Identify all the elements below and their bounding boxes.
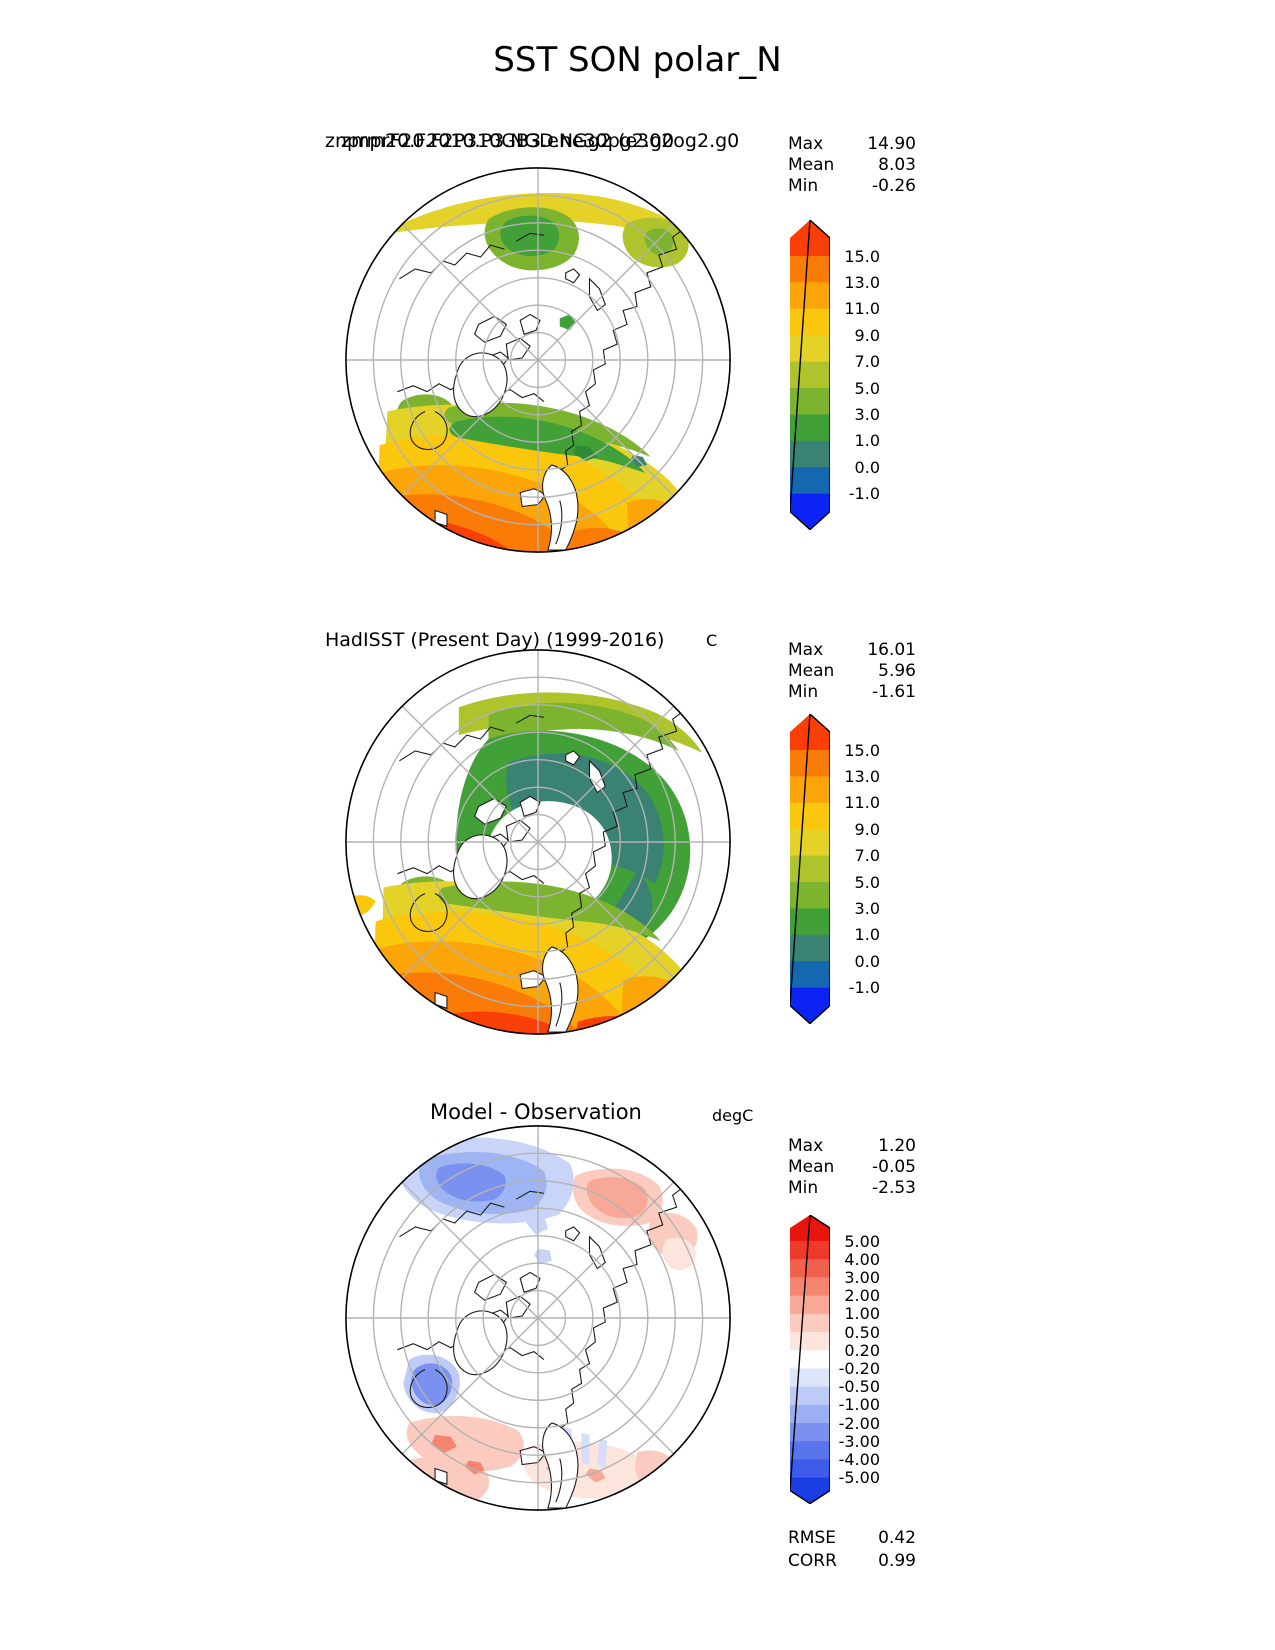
colorbar-tick-label: 0.20 bbox=[844, 1340, 880, 1360]
stat-label: Mean bbox=[788, 661, 835, 681]
difference-colorbar: 5.00 4.00 3.00 2.00 1.00 0.50 0.20 -0.20 -0.50 -1… bbox=[789, 1213, 880, 1508]
colorbar-tick-label: -1.0 bbox=[848, 978, 880, 998]
model-colorbar: 15.0 13.0 11.0 9.0 7.0 5.0 3.0 1.0 0.0 -1.0 bbox=[789, 218, 880, 534]
colorbar-gradient bbox=[789, 1213, 831, 1505]
observation-map-boundary bbox=[345, 649, 731, 1035]
colorbar-tick-label: 3.0 bbox=[854, 404, 880, 424]
stat-value: -2.53 bbox=[872, 1178, 916, 1198]
colorbar-tick-label: 11.0 bbox=[844, 299, 880, 319]
colorbar-tick-label: 3.0 bbox=[854, 898, 880, 918]
metric-label: CORR bbox=[788, 1551, 837, 1571]
colorbar-tick-label: 0.0 bbox=[854, 951, 880, 971]
observation-graticule bbox=[345, 649, 731, 1035]
colorbar-tick-label: 5.0 bbox=[854, 872, 880, 892]
model-map-boundary bbox=[345, 167, 731, 553]
stat-value: 5.96 bbox=[878, 661, 916, 681]
colorbar-tick-label: 4.00 bbox=[844, 1249, 880, 1269]
stat-label: Mean bbox=[788, 155, 835, 175]
metric-value: 0.42 bbox=[878, 1528, 916, 1548]
colorbar-tick-label: 7.0 bbox=[854, 846, 880, 866]
metric-label: RMSE bbox=[788, 1528, 837, 1548]
colorbar-tick-label: -1.0 bbox=[848, 484, 880, 504]
difference-map-boundary bbox=[345, 1125, 731, 1511]
observation-colorbar: 15.0 13.0 11.0 9.0 7.0 5.0 3.0 1.0 0.0 -1.0 bbox=[789, 712, 880, 1028]
observation-polar-map bbox=[345, 649, 731, 1035]
stat-row-min: Min -2.53 bbox=[788, 1178, 916, 1199]
stat-label: Max bbox=[788, 1136, 824, 1156]
colorbar-tick-label: -3.00 bbox=[838, 1431, 880, 1451]
colorbar-tick-label: 13.0 bbox=[844, 766, 880, 786]
observation-title: HadISST (Present Day) (1999-2016) bbox=[325, 629, 665, 651]
stat-value: -1.61 bbox=[872, 682, 916, 702]
stat-label: Mean bbox=[788, 1157, 835, 1177]
colorbar-gradient bbox=[789, 712, 831, 1025]
colorbar-tick-label: 9.0 bbox=[854, 819, 880, 839]
difference-title: Model - Observation bbox=[430, 1100, 642, 1124]
colorbar-tick-label: 1.0 bbox=[854, 431, 880, 451]
model-title-layer-1: znprm20.F2010.P3.NGD.ne30pg2.g0 bbox=[325, 130, 675, 152]
colorbar-tick-label: 1.00 bbox=[844, 1304, 880, 1324]
colorbar-tick-label: 7.0 bbox=[854, 352, 880, 372]
colorbar-tick-label: -4.00 bbox=[838, 1449, 880, 1469]
stat-row-mean: Mean -0.05 bbox=[788, 1157, 916, 1178]
difference-polar-map bbox=[345, 1125, 731, 1511]
colorbar-tick-label: 11.0 bbox=[844, 793, 880, 813]
observation-units: C bbox=[706, 631, 718, 650]
colorbar-tick-label: 0.50 bbox=[844, 1322, 880, 1342]
stat-value: 16.01 bbox=[867, 640, 916, 660]
stat-label: Max bbox=[788, 640, 824, 660]
stat-label: Min bbox=[788, 176, 819, 196]
colorbar-tick-label: 9.0 bbox=[854, 325, 880, 345]
colorbar-tick-label: -1.00 bbox=[838, 1395, 880, 1415]
colorbar-tick-label: 5.00 bbox=[844, 1231, 880, 1251]
metric-value: 0.99 bbox=[878, 1551, 916, 1571]
metric-row-corr: CORR 0.99 bbox=[788, 1550, 916, 1573]
stat-row-min: Min -1.61 bbox=[788, 682, 916, 703]
colorbar-tick-label: -5.00 bbox=[838, 1468, 880, 1488]
difference-graticule bbox=[345, 1125, 731, 1511]
colorbar-tick-label: 3.00 bbox=[844, 1267, 880, 1287]
colorbar-tick-label: 13.0 bbox=[844, 272, 880, 292]
colorbar-tick-label: 15.0 bbox=[844, 246, 880, 266]
observation-stats: Max 16.01 Mean 5.96 Min -1.61 bbox=[788, 640, 916, 703]
figure-title: SST SON polar_N bbox=[493, 40, 782, 80]
model-stats: Max 14.90 Mean 8.03 Min -0.26 bbox=[788, 134, 916, 197]
stat-row-max: Max 14.90 bbox=[788, 134, 916, 155]
stat-row-max: Max 16.01 bbox=[788, 640, 916, 661]
colorbar-tick-label: 1.0 bbox=[854, 925, 880, 945]
colorbar-tick-label: -0.20 bbox=[838, 1358, 880, 1378]
stat-value: 14.90 bbox=[867, 134, 916, 154]
difference-metrics: RMSE 0.42 CORR 0.99 bbox=[788, 1527, 916, 1573]
stat-row-max: Max 1.20 bbox=[788, 1136, 916, 1157]
stat-value: -0.26 bbox=[872, 176, 916, 196]
stat-value: 8.03 bbox=[878, 155, 916, 175]
stat-label: Min bbox=[788, 1178, 819, 1198]
model-polar-map bbox=[345, 167, 731, 553]
stat-label: Max bbox=[788, 134, 824, 154]
colorbar-tick-label: -0.50 bbox=[838, 1377, 880, 1397]
colorbar-tick-label: 15.0 bbox=[844, 740, 880, 760]
colorbar-tick-label: 2.00 bbox=[844, 1286, 880, 1306]
stat-value: 1.20 bbox=[878, 1136, 916, 1156]
metric-row-rmse: RMSE 0.42 bbox=[788, 1527, 916, 1550]
difference-units: degC bbox=[712, 1106, 754, 1125]
stat-value: -0.05 bbox=[872, 1157, 916, 1177]
difference-stats: Max 1.20 Mean -0.05 Min -2.53 bbox=[788, 1136, 916, 1199]
colorbar-tick-label: -2.00 bbox=[838, 1413, 880, 1433]
colorbar-tick-label: 5.0 bbox=[854, 378, 880, 398]
stat-row-mean: Mean 8.03 bbox=[788, 155, 916, 176]
stat-row-min: Min -0.26 bbox=[788, 176, 916, 197]
stat-label: Min bbox=[788, 682, 819, 702]
model-title-layer-2: zmprF20.F2P310GB3.eNGg2 (e302og2.g0 bbox=[341, 130, 740, 152]
stat-row-mean: Mean 5.96 bbox=[788, 661, 916, 682]
model-graticule bbox=[345, 167, 731, 553]
colorbar-tick-label: 0.0 bbox=[854, 457, 880, 477]
colorbar-gradient bbox=[789, 218, 831, 531]
